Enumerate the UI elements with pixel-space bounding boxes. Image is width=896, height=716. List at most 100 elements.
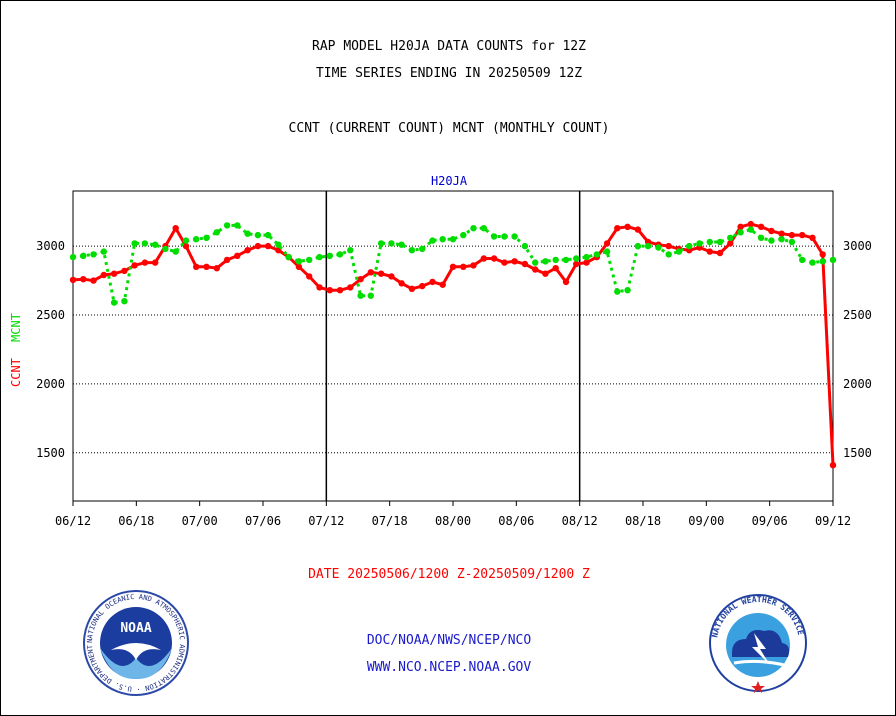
data-point-mcnt-60 bbox=[686, 242, 693, 250]
data-point-ccnt-29 bbox=[367, 269, 374, 276]
data-point-ccnt-3 bbox=[100, 271, 108, 279]
data-point-ccnt-63 bbox=[716, 249, 724, 257]
data-point-ccnt-73 bbox=[819, 251, 826, 258]
data-point-ccnt-16 bbox=[234, 252, 241, 259]
data-point-ccnt-71 bbox=[799, 231, 806, 239]
x-tick-label-9: 08/18 bbox=[625, 514, 661, 528]
data-point-mcnt-68 bbox=[768, 237, 775, 244]
data-point-mcnt-34 bbox=[419, 245, 426, 253]
data-point-mcnt-54 bbox=[624, 287, 631, 294]
data-point-ccnt-43 bbox=[511, 258, 518, 265]
data-point-mcnt-20 bbox=[275, 241, 282, 248]
data-point-mcnt-66 bbox=[747, 226, 754, 233]
data-point-mcnt-37 bbox=[449, 236, 457, 243]
data-point-mcnt-6 bbox=[131, 240, 138, 247]
data-point-mcnt-58 bbox=[665, 251, 672, 258]
data-point-ccnt-30 bbox=[377, 270, 385, 277]
data-point-mcnt-40 bbox=[480, 225, 487, 232]
data-point-mcnt-14 bbox=[213, 229, 220, 236]
data-point-ccnt-25 bbox=[326, 287, 333, 294]
date-range-label: DATE 20250506/1200 Z-20250509/1200 Z bbox=[308, 567, 590, 582]
data-point-mcnt-45 bbox=[532, 259, 539, 266]
data-point-mcnt-46 bbox=[542, 258, 549, 265]
data-point-mcnt-27 bbox=[347, 247, 354, 254]
y-tick-left-1500: 1500 bbox=[36, 446, 65, 460]
nws-logo: NATIONAL WEATHER SERVICE bbox=[709, 594, 807, 693]
data-point-mcnt-57 bbox=[655, 244, 662, 251]
data-point-ccnt-47 bbox=[552, 265, 559, 272]
data-point-ccnt-33 bbox=[408, 285, 416, 292]
data-point-mcnt-13 bbox=[203, 234, 210, 241]
y-tick-right-2500: 2500 bbox=[843, 308, 872, 322]
data-point-mcnt-2 bbox=[90, 251, 97, 258]
org-line: DOC/NOAA/NWS/NCEP/NCO bbox=[366, 633, 532, 648]
data-point-mcnt-26 bbox=[336, 251, 344, 258]
noaa-logo-text: NOAA bbox=[120, 621, 151, 636]
x-tick-label-12: 09/12 bbox=[815, 514, 851, 528]
data-point-ccnt-18 bbox=[254, 242, 262, 250]
data-point-ccnt-55 bbox=[634, 226, 642, 233]
data-point-mcnt-32 bbox=[398, 241, 405, 248]
data-point-ccnt-1 bbox=[80, 276, 87, 283]
data-point-ccnt-17 bbox=[244, 247, 251, 254]
y-tick-left-2500: 2500 bbox=[36, 308, 65, 322]
data-point-ccnt-10 bbox=[172, 225, 179, 232]
data-point-ccnt-5 bbox=[121, 267, 128, 275]
data-point-mcnt-5 bbox=[121, 298, 128, 305]
data-point-ccnt-65 bbox=[737, 223, 744, 230]
data-point-ccnt-48 bbox=[562, 278, 570, 286]
data-point-ccnt-23 bbox=[306, 273, 313, 280]
data-point-mcnt-44 bbox=[521, 242, 529, 250]
data-point-mcnt-10 bbox=[172, 248, 179, 255]
data-point-mcnt-36 bbox=[439, 236, 446, 243]
data-point-mcnt-12 bbox=[193, 236, 200, 243]
data-point-mcnt-64 bbox=[727, 234, 734, 241]
data-point-ccnt-39 bbox=[470, 262, 477, 269]
grid-lines bbox=[73, 245, 833, 454]
ylabel-mcnt: MCNT bbox=[9, 313, 23, 342]
x-tick-label-4: 07/12 bbox=[308, 514, 344, 528]
data-point-mcnt-39 bbox=[470, 225, 477, 232]
chart-subtitle: CCNT (CURRENT COUNT) MCNT (MONTHLY COUNT… bbox=[288, 121, 610, 136]
x-tick-labels: 06/12 06/18 07/00 07/06 07/12 07/18 08/00 08/06… bbox=[55, 501, 851, 528]
data-point-ccnt-7 bbox=[141, 259, 149, 266]
data-point-ccnt-22 bbox=[295, 263, 303, 270]
data-point-ccnt-74 bbox=[829, 462, 837, 469]
data-point-ccnt-0 bbox=[69, 276, 77, 284]
data-point-mcnt-33 bbox=[408, 247, 416, 254]
data-point-mcnt-59 bbox=[675, 248, 683, 255]
data-point-mcnt-47 bbox=[552, 256, 559, 264]
x-tick-label-2: 07/00 bbox=[182, 514, 218, 528]
data-point-ccnt-67 bbox=[757, 223, 765, 230]
data-point-mcnt-17 bbox=[244, 230, 251, 237]
data-point-ccnt-70 bbox=[788, 231, 796, 239]
data-point-mcnt-31 bbox=[388, 240, 395, 247]
data-point-mcnt-38 bbox=[460, 231, 467, 239]
y-tick-left-3000: 3000 bbox=[36, 239, 65, 253]
data-point-ccnt-36 bbox=[439, 281, 446, 288]
data-point-mcnt-19 bbox=[264, 231, 272, 239]
data-point-mcnt-52 bbox=[603, 248, 611, 255]
x-tick-label-0: 06/12 bbox=[55, 514, 91, 528]
series-line-ccnt bbox=[72, 222, 835, 466]
data-point-mcnt-7 bbox=[141, 240, 149, 247]
data-point-ccnt-19 bbox=[264, 242, 272, 250]
data-point-mcnt-41 bbox=[490, 233, 498, 240]
x-tick-label-11: 09/06 bbox=[752, 514, 788, 528]
data-point-mcnt-62 bbox=[706, 238, 713, 246]
data-point-mcnt-29 bbox=[367, 292, 374, 299]
data-point-ccnt-49 bbox=[573, 260, 580, 268]
data-point-mcnt-18 bbox=[254, 231, 262, 239]
data-point-mcnt-4 bbox=[110, 299, 118, 306]
data-point-ccnt-26 bbox=[336, 287, 344, 294]
data-point-ccnt-50 bbox=[583, 259, 590, 266]
data-point-mcnt-72 bbox=[809, 259, 816, 266]
ylabel-ccnt: CCNT bbox=[9, 358, 23, 387]
x-tick-label-7: 08/06 bbox=[498, 514, 534, 528]
data-point-mcnt-48 bbox=[562, 256, 570, 264]
data-point-mcnt-25 bbox=[326, 252, 333, 259]
data-point-ccnt-6 bbox=[131, 262, 138, 269]
data-point-mcnt-51 bbox=[593, 251, 600, 258]
data-point-mcnt-0 bbox=[69, 253, 77, 261]
data-point-mcnt-22 bbox=[295, 258, 303, 265]
